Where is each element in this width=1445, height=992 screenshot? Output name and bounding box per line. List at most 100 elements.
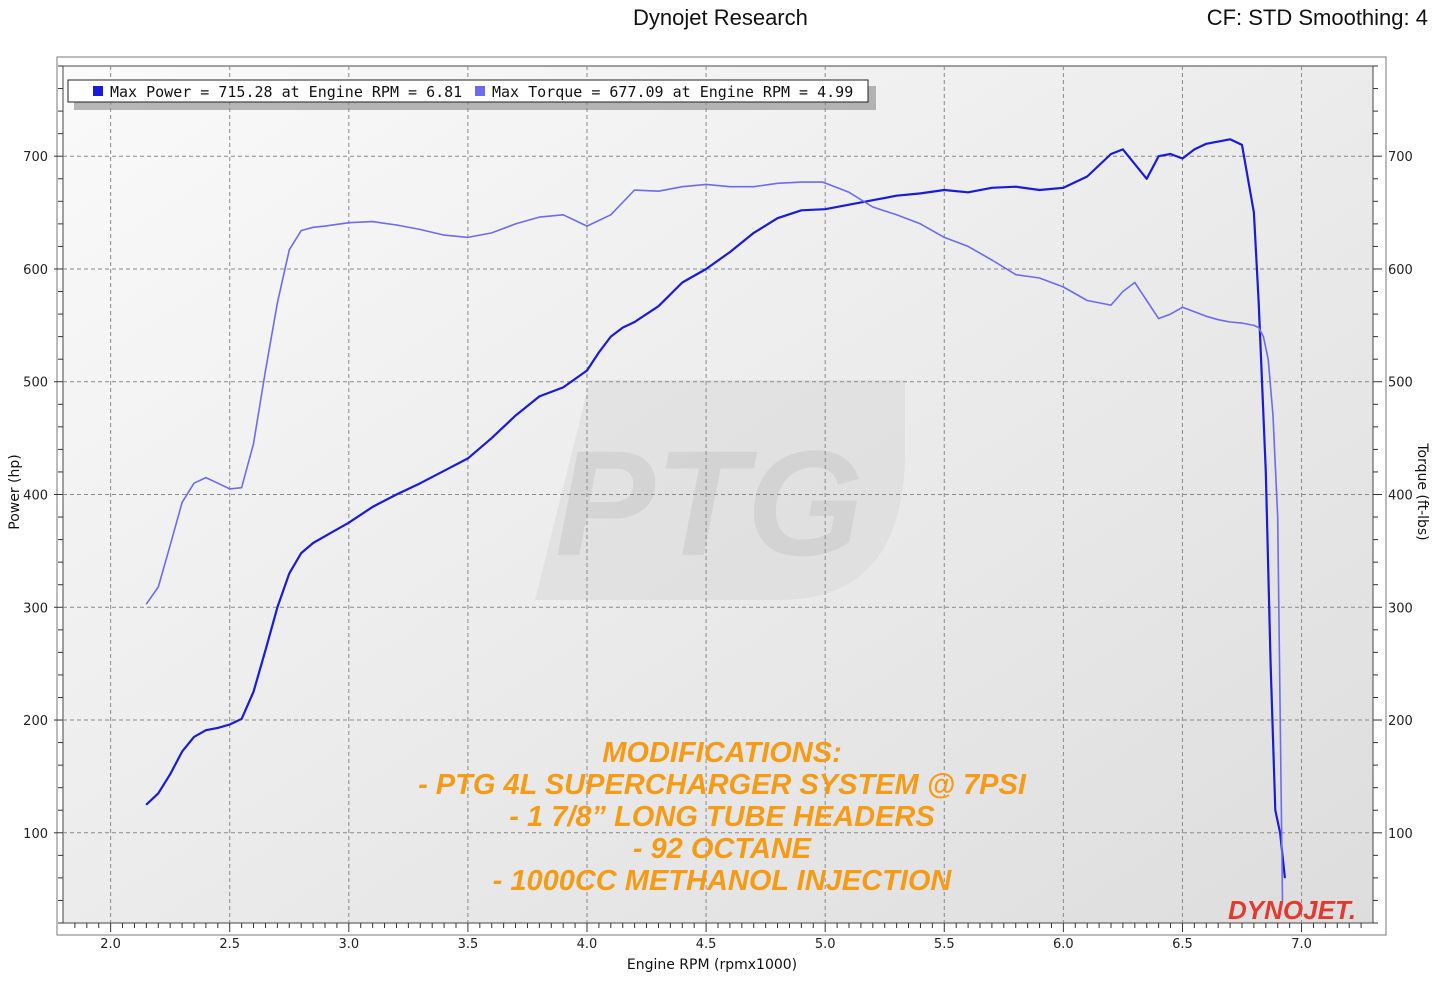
modification-item: - 92 OCTANE <box>633 833 813 865</box>
legend-torque-swatch <box>475 86 485 96</box>
data-point <box>372 506 374 508</box>
axis-ticks <box>54 65 1382 932</box>
data-point <box>312 542 314 544</box>
data-point <box>288 572 290 575</box>
data-point <box>1015 274 1017 276</box>
data-point <box>610 214 612 216</box>
data-point <box>1267 358 1269 360</box>
y2-tick-label: 400 <box>1388 489 1413 504</box>
data-point <box>1086 175 1088 178</box>
data-point <box>241 718 243 720</box>
data-point <box>1262 336 1265 338</box>
data-point <box>1146 299 1148 302</box>
x-tick-label: 3.0 <box>338 937 359 952</box>
data-point <box>1205 315 1207 317</box>
y-tick-label: 300 <box>23 601 48 616</box>
data-point <box>264 369 267 372</box>
data-point <box>634 189 636 191</box>
data-point <box>598 351 600 354</box>
x-tick-label: 7.0 <box>1291 937 1312 952</box>
data-point <box>443 234 445 236</box>
data-point <box>753 232 755 234</box>
modification-item: - 1000CC METHANOL INJECTION <box>493 865 953 897</box>
data-point <box>705 183 707 186</box>
data-point <box>1122 290 1124 293</box>
data-point <box>145 803 147 806</box>
data-point <box>181 501 183 503</box>
data-point <box>324 535 326 537</box>
data-point <box>657 190 660 192</box>
data-point <box>776 217 779 219</box>
y-tick-label: 100 <box>23 827 48 842</box>
data-point <box>848 191 850 193</box>
data-point <box>312 226 314 228</box>
data-point <box>776 182 779 184</box>
data-point <box>288 249 290 251</box>
data-point <box>205 729 207 731</box>
data-point <box>919 192 922 195</box>
data-point <box>1229 138 1231 140</box>
data-point <box>896 195 898 197</box>
data-point <box>1274 809 1276 811</box>
data-point <box>1181 306 1184 308</box>
data-point <box>1253 211 1255 214</box>
legend-power-label: Max Power = 715.28 at Engine RPM = 6.81 <box>110 83 462 101</box>
y-tick-label: 600 <box>23 263 48 278</box>
correction-factor-info: CF: STD Smoothing: 4 <box>1206 5 1428 30</box>
data-point <box>157 586 159 588</box>
y-axis-label: Power (hp) <box>7 454 23 529</box>
chart-header-title: Dynojet Research <box>633 5 808 30</box>
modification-item: - 1 7/8” LONG TUBE HEADERS <box>509 801 935 833</box>
data-point <box>800 181 802 183</box>
data-point <box>264 649 267 651</box>
data-point <box>1277 516 1279 518</box>
data-point <box>1134 281 1136 284</box>
data-point <box>562 386 564 388</box>
data-point <box>610 336 612 338</box>
y-tick-label: 700 <box>23 150 48 165</box>
data-point <box>419 228 421 231</box>
data-point <box>276 606 278 608</box>
data-point <box>241 487 243 489</box>
data-point <box>943 189 945 191</box>
data-point <box>1015 186 1017 188</box>
y2-axis-label: Torque (ft-lbs) <box>1414 442 1430 540</box>
data-point <box>1253 324 1255 326</box>
data-point <box>157 792 159 794</box>
data-point <box>252 691 255 693</box>
data-point <box>538 216 540 218</box>
data-point <box>1217 140 1219 143</box>
data-point <box>1272 414 1274 417</box>
y-tick-label: 500 <box>23 376 48 391</box>
data-point <box>1122 148 1124 151</box>
data-point <box>1062 187 1064 189</box>
data-point <box>145 603 147 605</box>
data-point <box>1086 299 1088 302</box>
data-point <box>324 225 326 227</box>
data-point <box>967 245 969 248</box>
data-point <box>729 186 731 188</box>
data-point <box>300 552 302 554</box>
data-point <box>586 225 588 227</box>
data-point <box>538 395 540 397</box>
data-point <box>348 222 350 224</box>
data-point <box>657 305 660 307</box>
data-point <box>1241 322 1243 324</box>
modification-item: - PTG 4L SUPERCHARGER SYSTEM @ 7PSI <box>418 769 1027 801</box>
data-point <box>419 482 421 484</box>
data-point <box>1193 311 1195 313</box>
data-point <box>681 186 683 188</box>
data-point <box>729 251 731 253</box>
data-point <box>169 544 171 546</box>
data-point <box>1229 321 1231 323</box>
data-point <box>1038 277 1041 279</box>
x-tick-label: 2.5 <box>219 937 240 952</box>
dynojet-logo: DYNOJET. <box>1228 895 1356 925</box>
data-point <box>1181 157 1184 160</box>
data-point <box>872 199 874 201</box>
data-point <box>1269 663 1272 665</box>
data-point <box>467 457 469 460</box>
data-point <box>753 186 755 188</box>
modifications-annotation: MODIFICATIONS: - PTG 4L SUPERCHARGER SYS… <box>418 737 1027 897</box>
x-tick-label: 4.0 <box>577 937 598 952</box>
